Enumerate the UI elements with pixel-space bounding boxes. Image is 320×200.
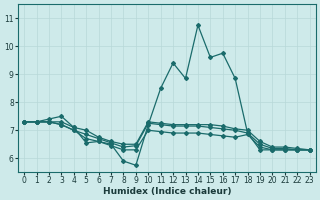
X-axis label: Humidex (Indice chaleur): Humidex (Indice chaleur): [103, 187, 231, 196]
